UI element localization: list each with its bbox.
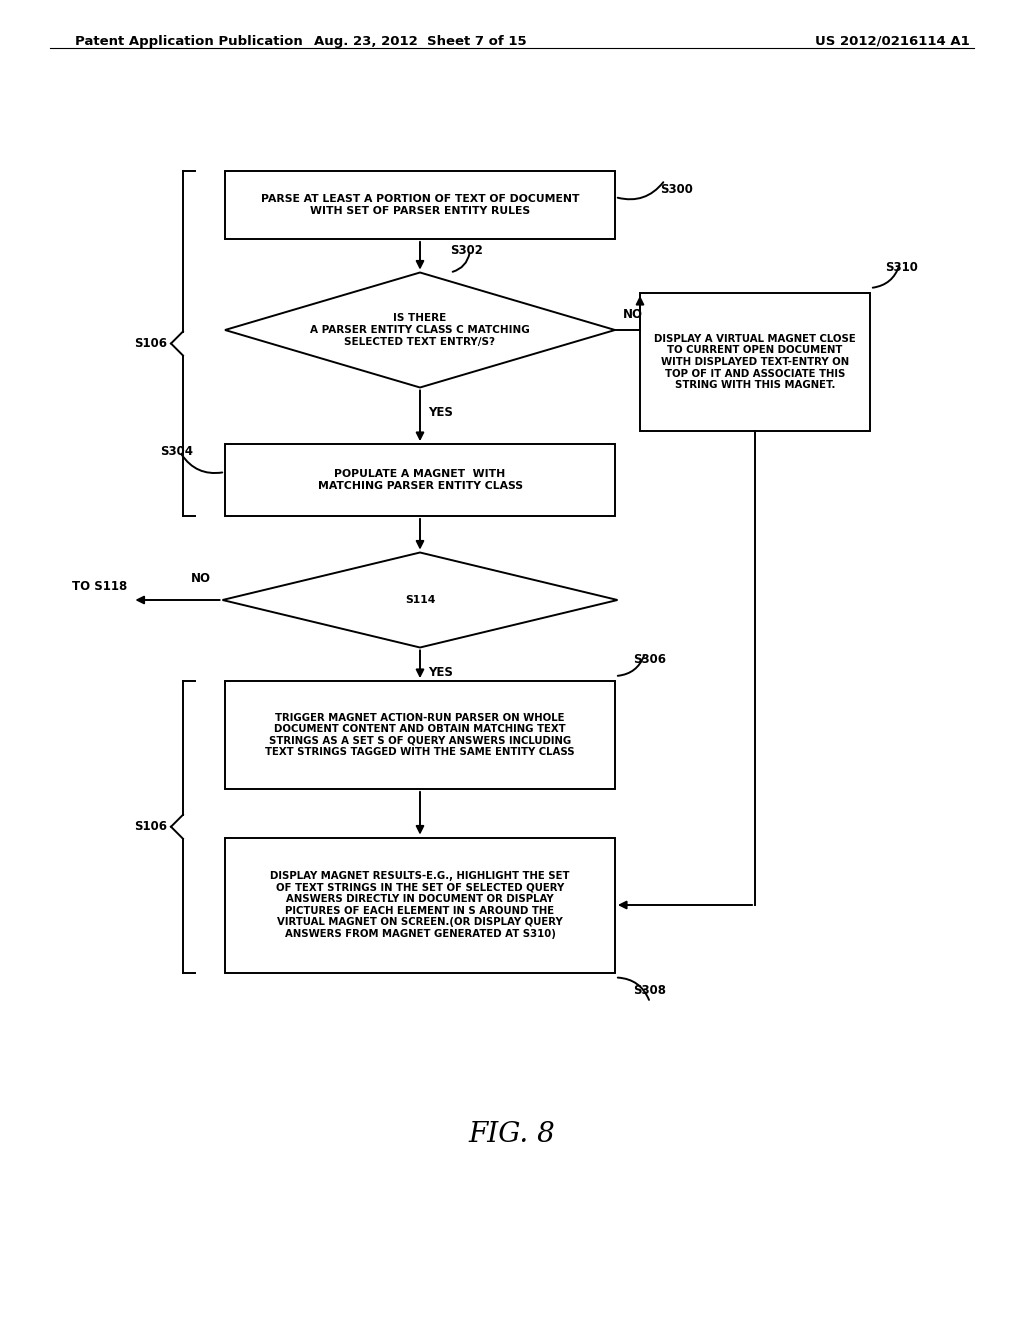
- Text: NO: NO: [190, 572, 211, 585]
- Text: POPULATE A MAGNET  WITH
MATCHING PARSER ENTITY CLASS: POPULATE A MAGNET WITH MATCHING PARSER E…: [317, 469, 522, 491]
- FancyBboxPatch shape: [225, 444, 615, 516]
- Polygon shape: [225, 272, 615, 388]
- Text: S106: S106: [134, 337, 167, 350]
- Polygon shape: [222, 553, 617, 648]
- FancyBboxPatch shape: [225, 172, 615, 239]
- Text: S114: S114: [404, 595, 435, 605]
- Text: Patent Application Publication: Patent Application Publication: [75, 36, 303, 48]
- Text: TO S118: TO S118: [73, 579, 128, 593]
- Text: TRIGGER MAGNET ACTION-RUN PARSER ON WHOLE
DOCUMENT CONTENT AND OBTAIN MATCHING T: TRIGGER MAGNET ACTION-RUN PARSER ON WHOL…: [265, 713, 574, 758]
- Text: S308: S308: [633, 985, 666, 998]
- Text: FIG. 8: FIG. 8: [469, 1122, 555, 1148]
- Text: NO: NO: [623, 308, 643, 321]
- FancyBboxPatch shape: [225, 837, 615, 973]
- FancyBboxPatch shape: [225, 681, 615, 789]
- Text: Aug. 23, 2012  Sheet 7 of 15: Aug. 23, 2012 Sheet 7 of 15: [313, 36, 526, 48]
- Text: S300: S300: [660, 183, 693, 195]
- Text: S306: S306: [633, 653, 666, 667]
- Text: DISPLAY MAGNET RESULTS-E.G., HIGHLIGHT THE SET
OF TEXT STRINGS IN THE SET OF SEL: DISPLAY MAGNET RESULTS-E.G., HIGHLIGHT T…: [270, 871, 569, 939]
- Text: S106: S106: [134, 820, 167, 833]
- Text: YES: YES: [428, 665, 453, 678]
- Text: DISPLAY A VIRTUAL MAGNET CLOSE
TO CURRENT OPEN DOCUMENT
WITH DISPLAYED TEXT-ENTR: DISPLAY A VIRTUAL MAGNET CLOSE TO CURREN…: [654, 334, 856, 391]
- FancyBboxPatch shape: [640, 293, 870, 432]
- Text: PARSE AT LEAST A PORTION OF TEXT OF DOCUMENT
WITH SET OF PARSER ENTITY RULES: PARSE AT LEAST A PORTION OF TEXT OF DOCU…: [261, 194, 580, 215]
- Text: S304: S304: [160, 445, 193, 458]
- Text: S310: S310: [885, 261, 918, 275]
- Text: S302: S302: [450, 244, 483, 257]
- Text: YES: YES: [428, 405, 453, 418]
- Text: IS THERE
A PARSER ENTITY CLASS C MATCHING
SELECTED TEXT ENTRY/S?: IS THERE A PARSER ENTITY CLASS C MATCHIN…: [310, 313, 529, 347]
- Text: US 2012/0216114 A1: US 2012/0216114 A1: [815, 36, 970, 48]
